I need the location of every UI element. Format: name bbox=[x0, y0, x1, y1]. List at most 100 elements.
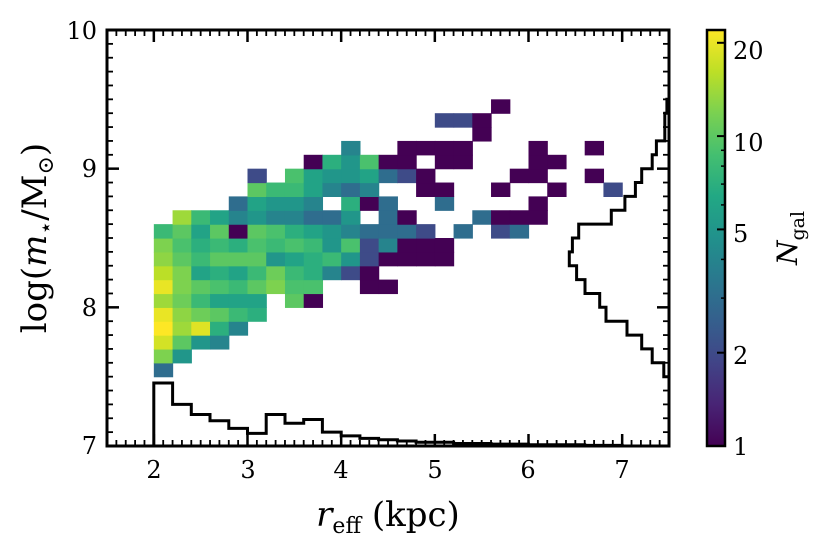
heatmap-cell bbox=[453, 140, 473, 156]
heatmap-cell bbox=[153, 321, 174, 336]
heatmap-cell bbox=[584, 168, 605, 184]
heatmap-cell bbox=[322, 210, 342, 225]
heatmap-cell bbox=[266, 196, 286, 211]
heatmap-cell bbox=[322, 182, 342, 197]
heatmap-cell bbox=[509, 210, 530, 225]
heatmap-cell bbox=[378, 238, 398, 253]
x-tick-label: 5 bbox=[427, 456, 442, 484]
colorbar bbox=[705, 28, 727, 448]
marginal-y-histogram bbox=[567, 97, 669, 379]
heatmap-cell bbox=[284, 210, 305, 225]
heatmap-cell bbox=[472, 127, 492, 142]
x-axis-label: reff (kpc) bbox=[316, 495, 460, 539]
heatmap-cell bbox=[509, 168, 530, 184]
heatmap-cell bbox=[153, 265, 174, 281]
heatmap-cell bbox=[322, 224, 342, 239]
x-tick-label: 2 bbox=[146, 456, 161, 484]
heatmap-cell bbox=[434, 196, 455, 211]
heatmap-cell bbox=[472, 210, 492, 225]
heatmap-cell bbox=[210, 279, 230, 295]
x-tick-label: 4 bbox=[333, 456, 348, 484]
heatmap-cell bbox=[284, 251, 305, 267]
heatmap-cell bbox=[528, 154, 548, 170]
heatmap-cell bbox=[191, 224, 211, 239]
heatmap-cell bbox=[284, 293, 305, 308]
heatmap-cell bbox=[284, 279, 305, 295]
heatmap-cell bbox=[153, 293, 174, 308]
heatmap-cell bbox=[191, 251, 211, 267]
heatmap-cell bbox=[584, 140, 605, 156]
heatmap-cell bbox=[210, 251, 230, 267]
heatmap-cell bbox=[228, 224, 249, 239]
heatmap-cell bbox=[228, 321, 249, 336]
heatmap-cell bbox=[153, 238, 174, 253]
heatmap-cell bbox=[359, 196, 380, 211]
heatmap-cell bbox=[453, 224, 473, 239]
heatmap-cell bbox=[172, 307, 192, 322]
heatmap-cell bbox=[266, 279, 286, 295]
heatmap-cell bbox=[322, 238, 342, 253]
colorbar-ticks bbox=[717, 41, 725, 447]
heatmap-cells bbox=[153, 99, 623, 378]
heatmap-cell bbox=[341, 182, 361, 197]
x-tick-label: 3 bbox=[240, 456, 255, 484]
heatmap-cell bbox=[303, 224, 324, 239]
heatmap-cell bbox=[359, 251, 380, 267]
colorbar-tick-label: 5 bbox=[733, 220, 748, 248]
heatmap-cell bbox=[397, 238, 417, 253]
heatmap-cell bbox=[397, 210, 417, 225]
heatmap-cell bbox=[322, 265, 342, 281]
heatmap-cell bbox=[341, 251, 361, 267]
heatmap-cell bbox=[191, 335, 211, 350]
heatmap-cell bbox=[491, 224, 511, 239]
heatmap-cell bbox=[303, 293, 324, 308]
heatmap-cell bbox=[266, 182, 286, 197]
heatmap-cell bbox=[228, 251, 249, 267]
heatmap-cell bbox=[378, 168, 398, 184]
heatmap-cell bbox=[191, 307, 211, 322]
y-tick-label: 7 bbox=[82, 432, 97, 460]
heatmap-cell bbox=[378, 196, 398, 211]
heatmap-cell bbox=[191, 210, 211, 225]
heatmap-cell bbox=[247, 168, 267, 184]
heatmap-cell bbox=[284, 168, 305, 184]
heatmap-cell bbox=[303, 238, 324, 253]
heatmap-cell bbox=[491, 182, 511, 197]
heatmap-cell bbox=[303, 182, 324, 197]
heatmap-cell bbox=[378, 279, 398, 295]
heatmap-cell bbox=[247, 265, 267, 281]
y-tick-label: 10 bbox=[66, 17, 97, 45]
heatmap-cell bbox=[172, 224, 192, 239]
heatmap-cell bbox=[210, 210, 230, 225]
heatmap-cell bbox=[397, 154, 417, 170]
heatmap-cell bbox=[416, 168, 436, 184]
heatmap-cell bbox=[341, 265, 361, 281]
heatmap-cell bbox=[378, 154, 398, 170]
heatmap-cell bbox=[284, 265, 305, 281]
heatmap-cell bbox=[247, 182, 267, 197]
x-tick-label: 6 bbox=[520, 456, 535, 484]
heatmap-cell bbox=[247, 251, 267, 267]
heatmap-cell bbox=[228, 238, 249, 253]
heatmap-cell bbox=[303, 154, 324, 170]
heatmap-cell bbox=[172, 265, 192, 281]
heatmap-cell bbox=[191, 321, 211, 336]
heatmap-cell bbox=[266, 238, 286, 253]
heatmap-cell bbox=[191, 293, 211, 308]
heatmap-cell bbox=[359, 182, 380, 197]
heatmap-cell bbox=[416, 182, 436, 197]
heatmap-cell bbox=[547, 154, 567, 170]
heatmap-cell bbox=[341, 168, 361, 184]
heatmap-cell bbox=[210, 321, 230, 336]
heatmap-cell bbox=[416, 238, 436, 253]
heatmap-cell bbox=[397, 140, 417, 156]
heatmap-cell bbox=[434, 251, 455, 267]
heatmap-cell bbox=[303, 196, 324, 211]
heatmap-cell bbox=[191, 238, 211, 253]
colorbar-tick-label: 20 bbox=[733, 37, 764, 65]
heatmap-cell bbox=[378, 224, 398, 239]
heatmap-cell bbox=[191, 279, 211, 295]
heatmap-cell bbox=[528, 210, 548, 225]
heatmap-cell bbox=[322, 154, 342, 170]
